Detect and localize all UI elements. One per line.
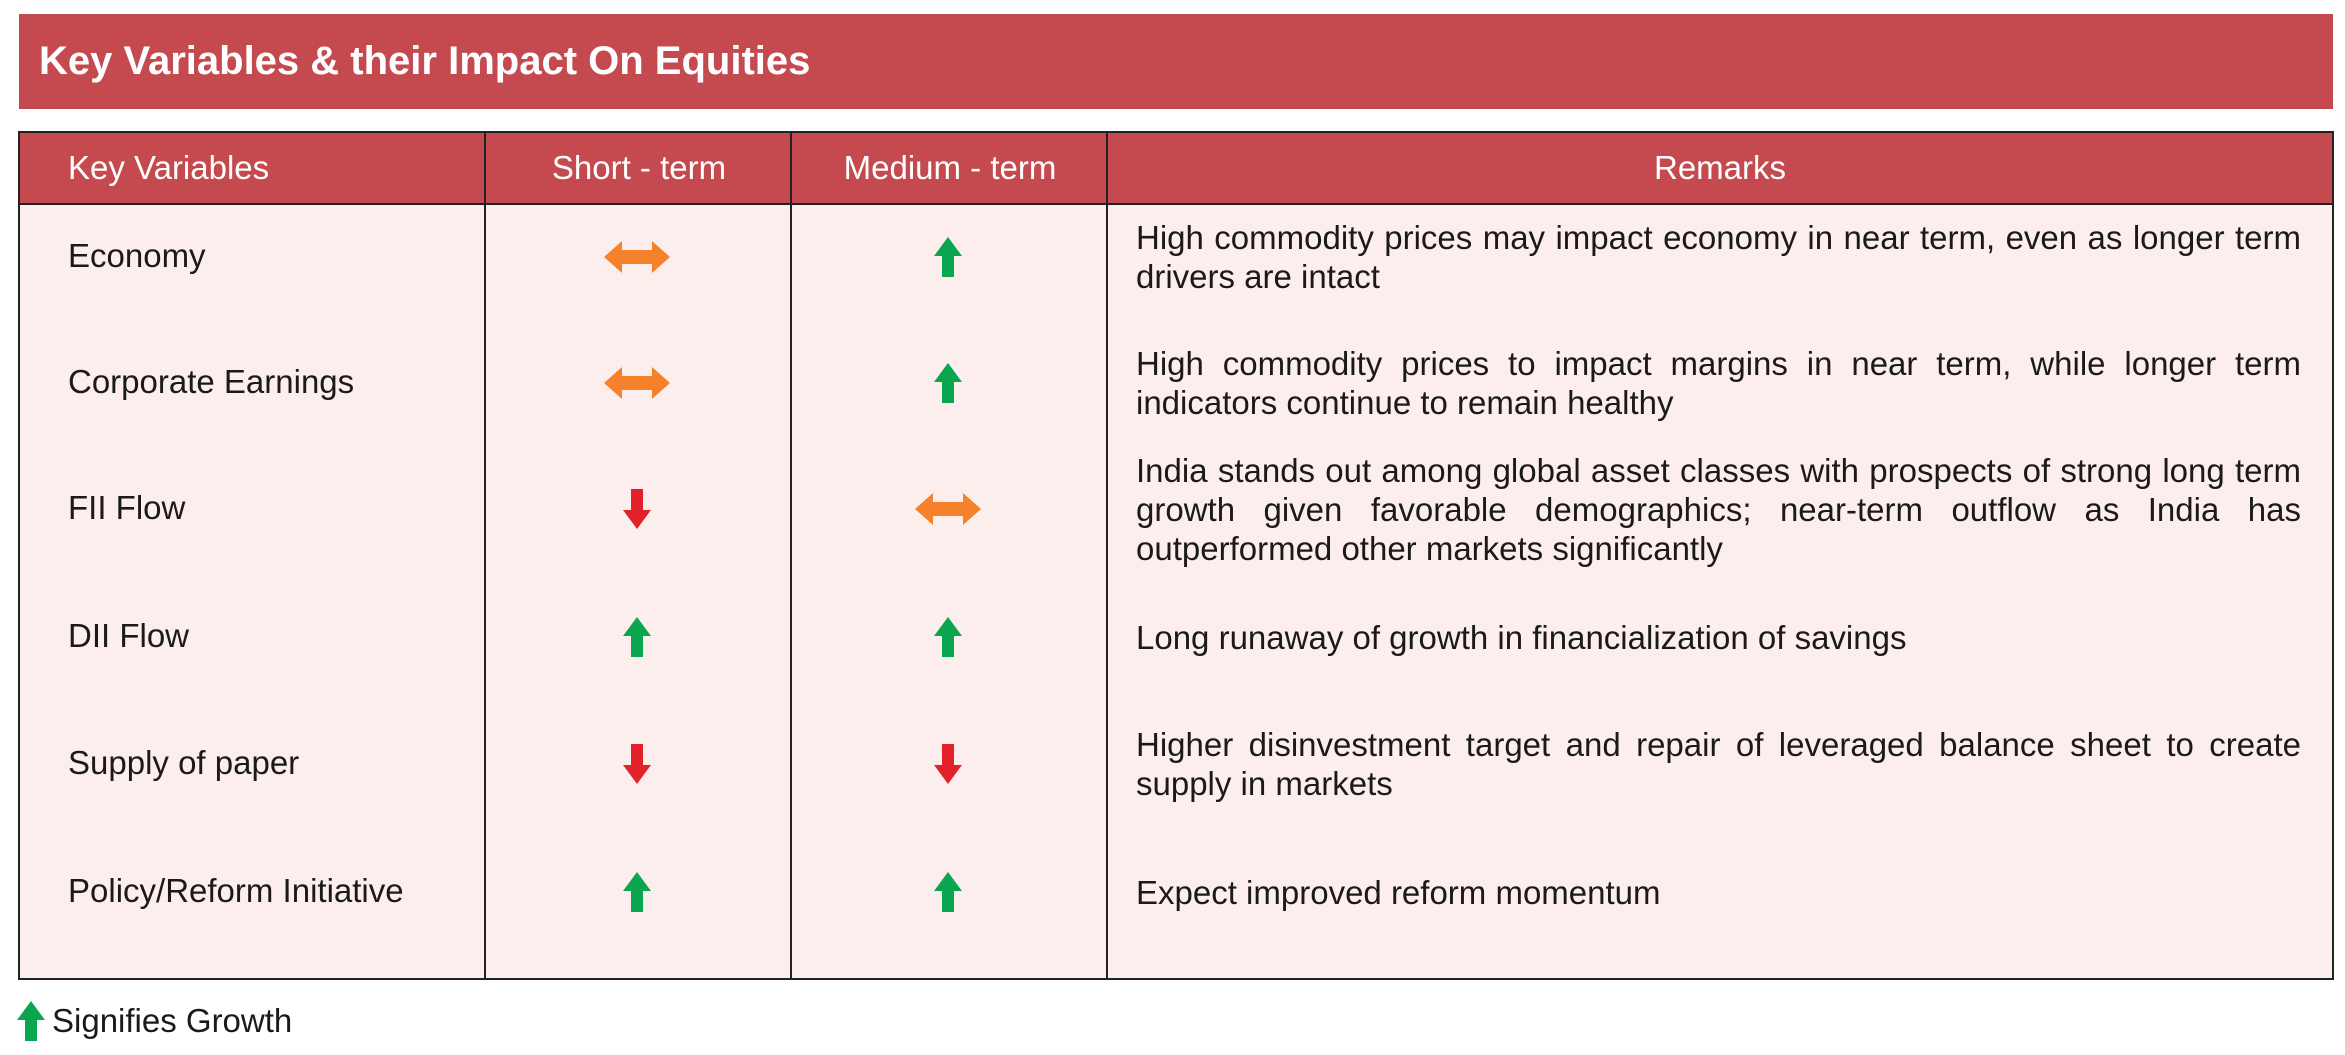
key-variable-label: DII Flow — [68, 617, 190, 654]
page-title: Key Variables & their Impact On Equities — [19, 14, 2333, 109]
col-header-medium-term: Medium - term — [843, 149, 1057, 186]
horizontal-double-arrow-icon — [603, 361, 671, 405]
key-variable-label: Corporate Earnings — [68, 363, 355, 400]
horizontal-double-arrow-icon — [914, 487, 982, 531]
down-arrow-icon — [914, 742, 982, 786]
remark-text: High commodity prices may impact economy… — [1136, 219, 2301, 295]
up-arrow-icon — [914, 235, 982, 279]
down-arrow-icon — [603, 487, 671, 531]
remark-text: Higher disinvestment target and repair o… — [1136, 726, 2301, 802]
up-arrow-icon — [603, 615, 671, 659]
column-divider — [790, 133, 792, 978]
up-arrow-icon — [914, 870, 982, 914]
up-arrow-icon — [914, 615, 982, 659]
table-header: Key Variables Short - term Medium - term… — [20, 133, 2332, 205]
legend: Signifies Growth — [16, 998, 292, 1044]
remark-text: High commodity prices to impact margins … — [1136, 345, 2301, 421]
key-variable-label: Economy — [68, 237, 206, 274]
up-arrow-icon — [914, 361, 982, 405]
col-header-key-variables: Key Variables — [68, 149, 270, 186]
horizontal-double-arrow-icon — [603, 235, 671, 279]
col-header-remarks: Remarks — [1653, 149, 1787, 186]
key-variable-label: FII Flow — [68, 489, 186, 526]
remark-text: Long runaway of growth in financializati… — [1136, 618, 1907, 656]
up-arrow-icon — [17, 1001, 45, 1041]
down-arrow-icon — [603, 742, 671, 786]
legend-text: Signifies Growth — [52, 1002, 293, 1039]
remark-text: India stands out among global asset clas… — [1136, 451, 2301, 567]
column-divider — [484, 133, 486, 978]
up-arrow-icon — [603, 870, 671, 914]
col-header-short-term: Short - term — [551, 149, 727, 186]
column-divider — [1106, 133, 1108, 978]
remark-text: Expect improved reform momentum — [1136, 873, 1661, 911]
key-variable-label: Supply of paper — [68, 744, 300, 781]
key-variable-label: Policy/Reform Initiative — [68, 872, 404, 909]
impact-table: Key Variables Short - term Medium - term… — [18, 131, 2334, 980]
